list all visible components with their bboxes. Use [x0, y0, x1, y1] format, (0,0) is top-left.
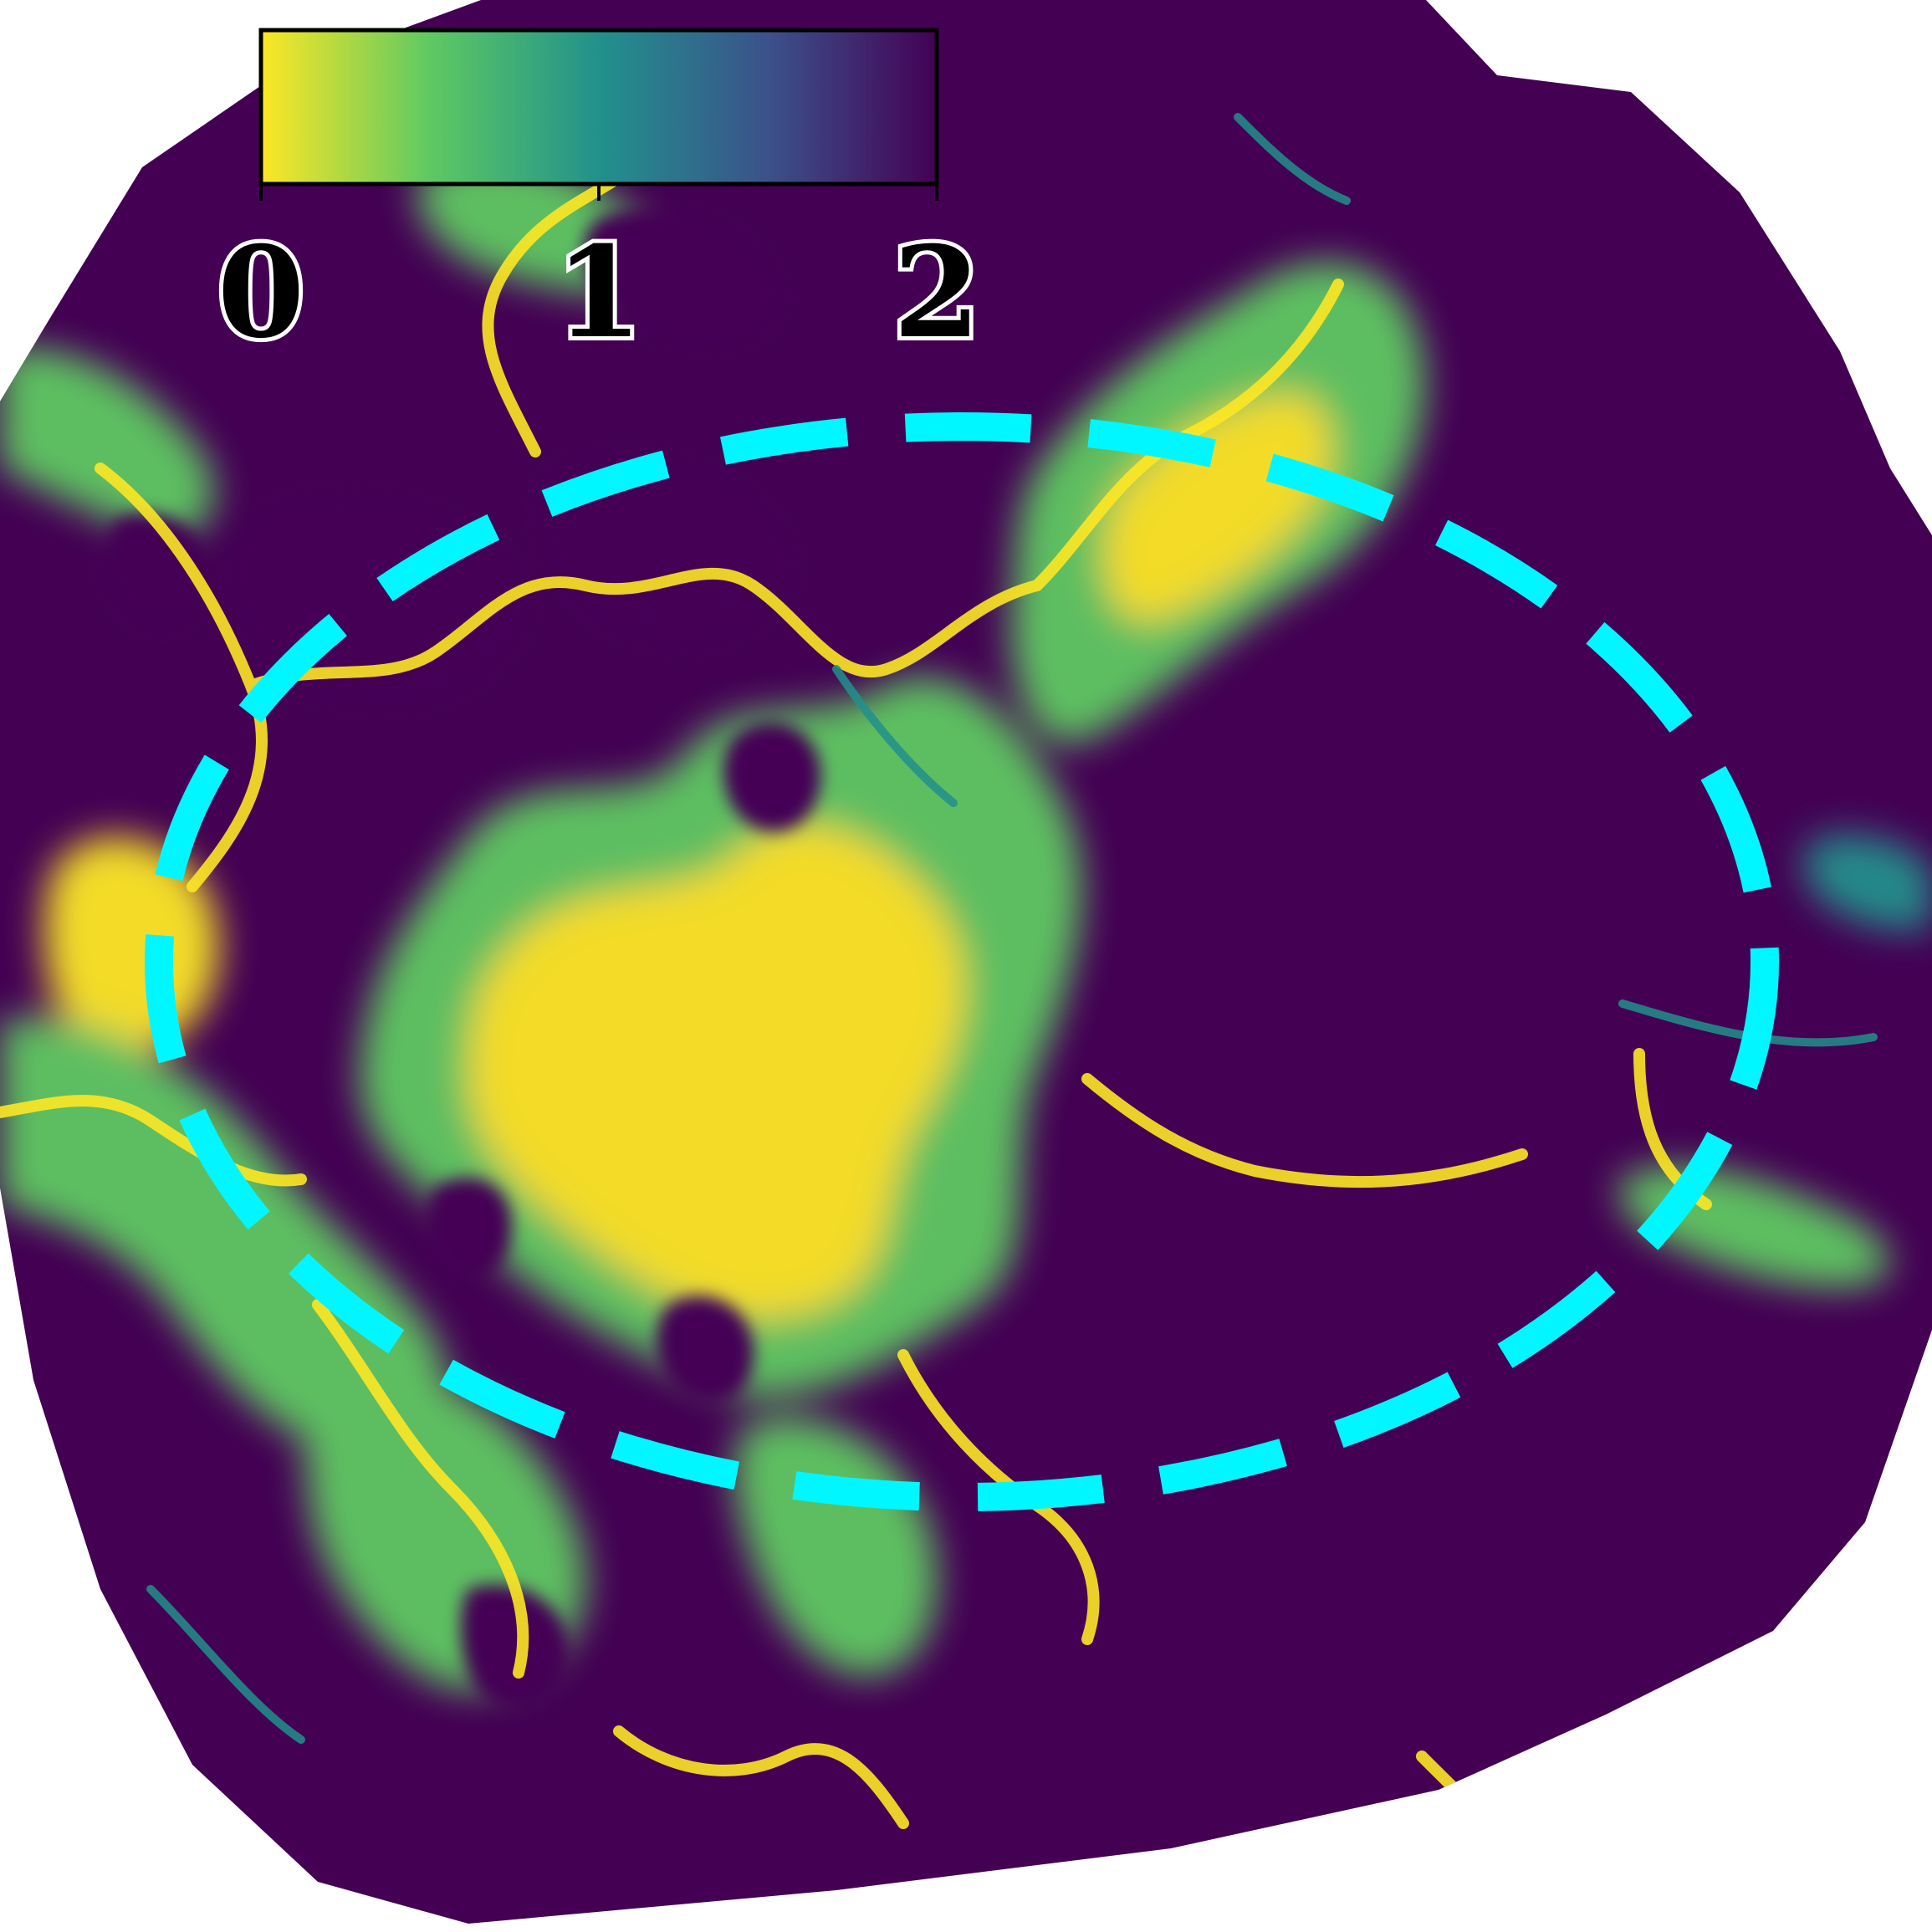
colorbar-tick-label-0: 0: [217, 219, 304, 366]
colorbar: 0 1 2: [213, 28, 984, 371]
region-outline: [145, 412, 1779, 1511]
colorbar-tick-label-2: 2: [893, 219, 980, 366]
colorbar-gradient: [258, 28, 939, 187]
colorbar-tick-label-1: 1: [555, 219, 642, 366]
